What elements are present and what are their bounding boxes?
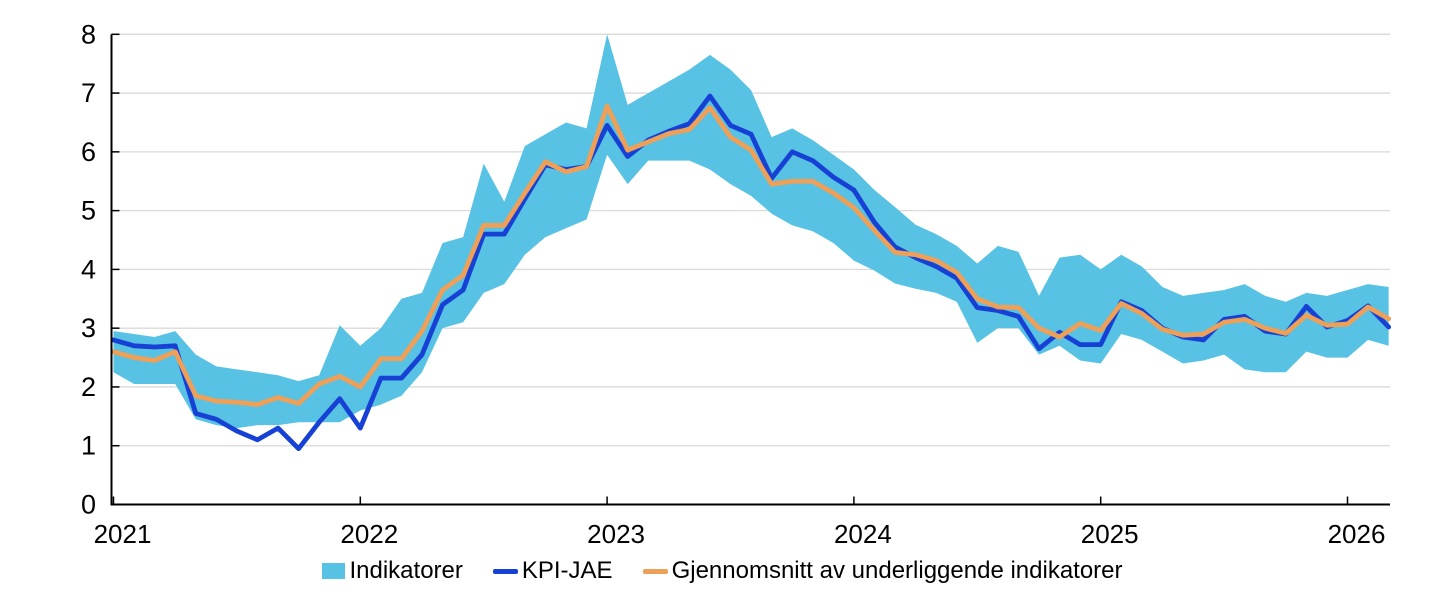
y-tick-label: 8 (81, 19, 96, 49)
x-tick-label: 2026 (1328, 519, 1386, 549)
legend-item-indikatorer: Indikatorer (322, 557, 463, 585)
gjennomsnitt-line (111, 103, 1392, 407)
avg-line-swatch-icon (642, 568, 668, 574)
y-tick-label: 3 (81, 313, 96, 343)
y-tick-label: 5 (81, 196, 96, 226)
legend-label-gjennomsnitt: Gjennomsnitt av underliggende indikatore… (671, 557, 1123, 584)
y-tick-label: 2 (81, 372, 96, 402)
x-tick-label: 2024 (834, 519, 892, 549)
legend-item-gjennomsnitt: Gjennomsnitt av underliggende indikatore… (642, 557, 1123, 585)
y-tick-label: 6 (81, 137, 96, 167)
x-tick-label: 2022 (340, 519, 398, 549)
chart-legend: Indikatorer KPI-JAE Gjennomsnitt av unde… (0, 557, 1445, 585)
band-swatch-icon (322, 563, 346, 579)
x-tick-label: 2021 (94, 519, 152, 549)
y-tick-label: 4 (81, 254, 96, 284)
y-tick-label: 7 (81, 78, 96, 108)
x-tick-label: 2023 (587, 519, 645, 549)
legend-item-kpi-jae: KPI-JAE (492, 557, 613, 585)
legend-label-kpi-jae: KPI-JAE (521, 557, 613, 584)
x-tick-label: 2025 (1081, 519, 1139, 549)
y-tick-label: 1 (81, 431, 96, 461)
kpi-line-swatch-icon (492, 568, 518, 574)
legend-label-indikatorer: Indikatorer (349, 557, 463, 584)
y-tick-label: 0 (81, 490, 96, 520)
